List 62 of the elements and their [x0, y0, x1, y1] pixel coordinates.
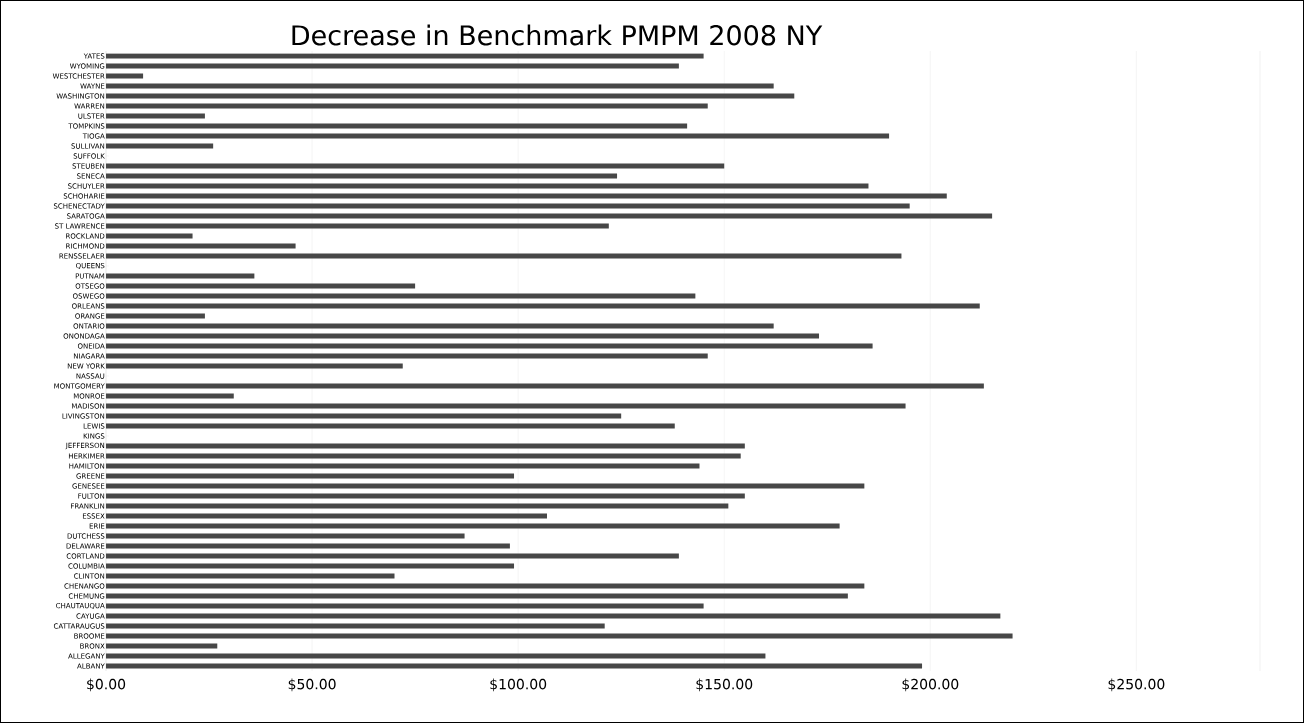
- bar: [106, 453, 741, 459]
- bar: [106, 233, 193, 239]
- bar: [106, 583, 865, 589]
- bar: [106, 63, 679, 69]
- bar: [106, 423, 675, 429]
- bar: [106, 93, 795, 99]
- bar: [106, 463, 700, 469]
- bar: [106, 573, 395, 579]
- bar: [106, 303, 980, 309]
- bar: [106, 203, 910, 209]
- bar: [106, 493, 745, 499]
- x-tick-label: $200.00: [902, 678, 959, 692]
- bar: [106, 503, 729, 509]
- bar: [106, 193, 947, 199]
- bar: [106, 223, 609, 229]
- bar: [106, 243, 296, 249]
- bar: [106, 603, 704, 609]
- x-tick-label: $250.00: [1108, 678, 1165, 692]
- bar: [106, 653, 766, 659]
- bar: [106, 633, 1013, 639]
- bar: [106, 313, 205, 319]
- bar: [106, 273, 255, 279]
- bar: [106, 133, 890, 139]
- bar: [106, 103, 708, 109]
- bar: [106, 343, 873, 349]
- bar: [106, 403, 906, 409]
- bar: [106, 593, 848, 599]
- bar: [106, 533, 465, 539]
- chart-title: Decrease in Benchmark PMPM 2008 NY: [292, 24, 823, 46]
- bar: [106, 543, 510, 549]
- bar: [106, 363, 403, 369]
- bar: [106, 113, 205, 119]
- bar: [106, 643, 218, 649]
- x-tick-label: $50.00: [288, 678, 336, 692]
- bar: [106, 523, 840, 529]
- bar: [106, 283, 416, 289]
- bar: [106, 443, 745, 449]
- bar: [106, 323, 774, 329]
- bar: [106, 513, 547, 519]
- bar: [106, 173, 618, 179]
- x-tick-label: $100.00: [490, 678, 547, 692]
- bar: [106, 663, 923, 669]
- bar: [106, 623, 605, 629]
- bar: [106, 413, 622, 419]
- bar: [106, 613, 1001, 619]
- bar: [106, 553, 679, 559]
- bar: [106, 183, 869, 189]
- bar: [106, 383, 984, 389]
- bar: [106, 253, 902, 259]
- x-tick-label: $0.00: [87, 678, 126, 692]
- x-tick-label: $150.00: [696, 678, 753, 692]
- bar: [106, 83, 774, 89]
- bar: [106, 293, 696, 299]
- bar: [106, 473, 515, 479]
- bar: [106, 73, 144, 79]
- bar: [106, 333, 820, 339]
- bar: [106, 353, 708, 359]
- bar: [106, 213, 993, 219]
- bar: [106, 393, 234, 399]
- bar: [106, 563, 515, 569]
- bar: [106, 483, 865, 489]
- bar: [106, 163, 725, 169]
